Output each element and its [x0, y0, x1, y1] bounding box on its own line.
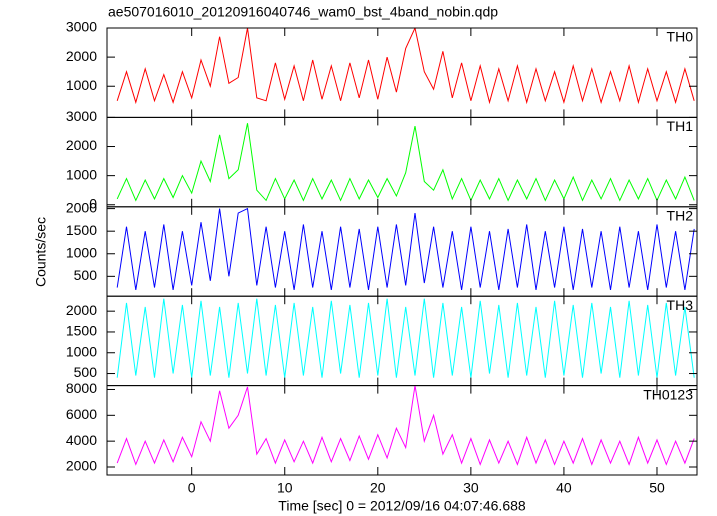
y-tick-label: 2000: [66, 302, 97, 318]
chart-title: ae507016010_20120916040746_wam0_bst_4ban…: [108, 4, 498, 20]
y-tick-label: 2000: [66, 137, 97, 153]
y-tick-label: 4000: [66, 432, 97, 448]
panel-frame: [106, 295, 698, 387]
y-tick-label: 500: [74, 364, 98, 380]
y-tick-label: 8000: [66, 380, 97, 396]
y-tick-label: 3000: [66, 108, 97, 124]
y-tick-label: 6000: [66, 406, 97, 422]
y-tick-label: 500: [74, 267, 98, 283]
x-tick-label: 40: [556, 480, 572, 496]
panel-frame: [106, 116, 698, 208]
y-tick-label: 1000: [66, 77, 97, 93]
panel-frame: [106, 206, 698, 297]
panel-label: TH0: [667, 29, 694, 45]
y-tick-label: 1500: [66, 222, 97, 238]
panel-label: TH0123: [643, 386, 693, 402]
panel-label: TH3: [667, 297, 694, 313]
y-tick-label: 1000: [66, 166, 97, 182]
panel-label: TH1: [667, 118, 694, 134]
series-line: [116, 298, 695, 378]
series-line: [116, 28, 695, 105]
y-tick-label: 2000: [66, 48, 97, 64]
y-tick-label: 3000: [66, 19, 97, 35]
x-axis-label: Time [sec] 0 = 2012/09/16 04:07:46.688: [278, 498, 526, 514]
panel-label: TH2: [667, 208, 694, 224]
x-tick-label: 50: [649, 480, 665, 496]
y-tick-label: 0: [89, 195, 97, 211]
y-tick-label: 1000: [66, 343, 97, 359]
series-line: [116, 385, 695, 466]
y-axis-label: Counts/sec: [33, 217, 49, 287]
x-tick-label: 30: [463, 480, 479, 496]
panel-frame: [106, 385, 698, 476]
x-tick-label: 10: [277, 480, 293, 496]
y-tick-label: 2000: [66, 458, 97, 474]
panel-frame: [106, 27, 698, 118]
y-tick-label: 1000: [66, 244, 97, 260]
x-tick-label: 20: [370, 480, 386, 496]
x-tick-label: 0: [188, 480, 196, 496]
series-line: [116, 207, 695, 290]
y-tick-label: 1500: [66, 323, 97, 339]
y-tick-label: 2000: [66, 199, 97, 215]
series-line: [116, 123, 695, 202]
